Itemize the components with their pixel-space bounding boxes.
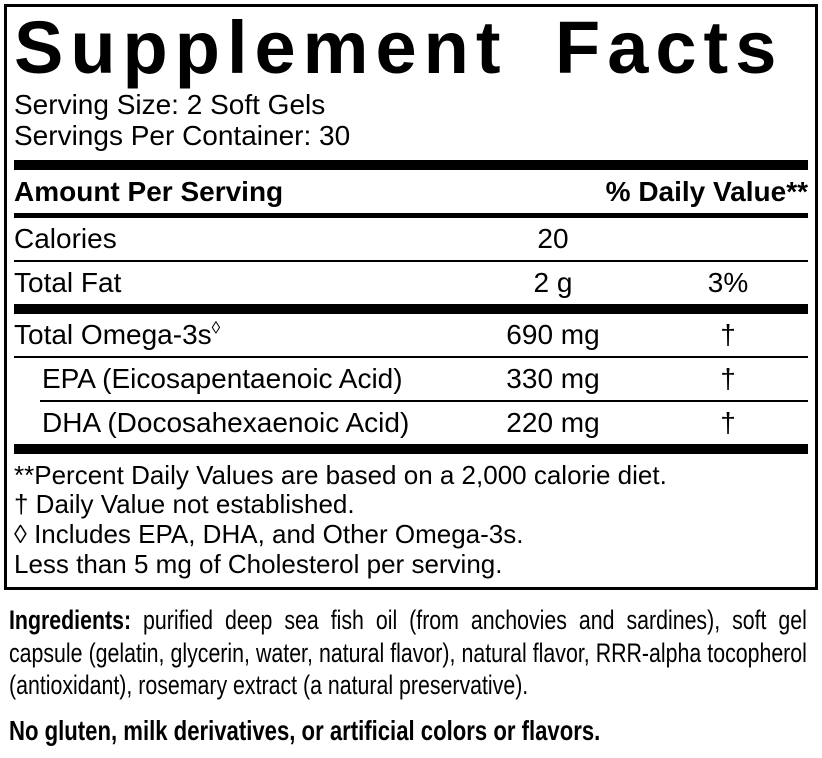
supplement-facts-panel: Supplement Facts Serving Size: 2 Soft Ge… [4,4,818,591]
nutrient-amount: 690 mg [506,318,600,350]
thick-rule-mid [14,303,808,314]
nutrient-row-total-omega3: Total Omega-3s◊ 690 mg † [14,314,808,356]
nutrient-daily-value: † [720,362,736,394]
thick-rule-bottom [14,443,808,454]
nutrient-row-epa: EPA (Eicosapentaenoic Acid) 330 mg † [14,358,808,400]
amount-per-serving-header: Amount Per Serving [14,175,284,207]
ingredients-label: Ingredients: [9,605,132,636]
nutrient-amount: 220 mg [506,406,600,438]
nutrient-row-calories: Calories 20 [14,218,808,260]
footnotes-block: **Percent Daily Values are based on a 2,… [14,454,808,583]
ingredients-paragraph: Ingredients: purified deep sea fish oil … [9,604,807,701]
nutrient-daily-value: † [720,406,736,438]
panel-title: Supplement Facts [14,6,784,89]
diamond-footnote-marker: ◊ [211,317,221,338]
nutrient-name-text: Total Omega-3s [14,318,212,350]
header-underline-rule [14,212,808,218]
ingredients-text: purified deep sea fish oil (from anchovi… [9,605,807,700]
nutrient-daily-value: † [720,318,736,350]
nutrient-row-dha: DHA (Docosahexaenoic Acid) 220 mg † [14,402,808,444]
row-divider-indented [40,399,808,402]
nutrient-name: Calories [14,222,117,254]
footnote-dagger: † Daily Value not established. [14,489,355,520]
footnote-diamond: ◊ Includes EPA, DHA, and Other Omega-3s. [14,518,524,549]
footnote-daily-values: **Percent Daily Values are based on a 2,… [14,459,667,490]
nutrient-name: Total Omega-3s◊ [14,319,458,351]
servings-per-container-text: Servings Per Container: 30 [14,119,351,151]
nutrient-amount: 330 mg [506,362,600,394]
nutrient-amount: 2 g [533,266,573,298]
lower-text-block: Ingredients: purified deep sea fish oil … [9,604,807,747]
row-divider [14,259,808,262]
serving-size-text: Serving Size: 2 Soft Gels [14,89,326,121]
nutrient-row-total-fat: Total Fat 2 g 3% [14,262,808,304]
row-divider [14,355,808,358]
table-header-row: Amount Per Serving % Daily Value** [14,170,808,213]
nutrient-name: EPA (Eicosapentaenoic Acid) [42,362,403,394]
footnote-cholesterol: Less than 5 mg of Cholesterol per servin… [14,548,503,579]
nutrient-amount: 20 [537,222,569,254]
nutrient-name: Total Fat [14,266,122,298]
thick-rule-top [14,159,808,170]
allergen-statement: No gluten, milk derivatives, or artifici… [9,715,601,747]
nutrient-name: DHA (Docosahexaenoic Acid) [42,406,410,438]
daily-value-header: % Daily Value** [605,175,808,207]
nutrient-daily-value: 3% [707,266,749,298]
